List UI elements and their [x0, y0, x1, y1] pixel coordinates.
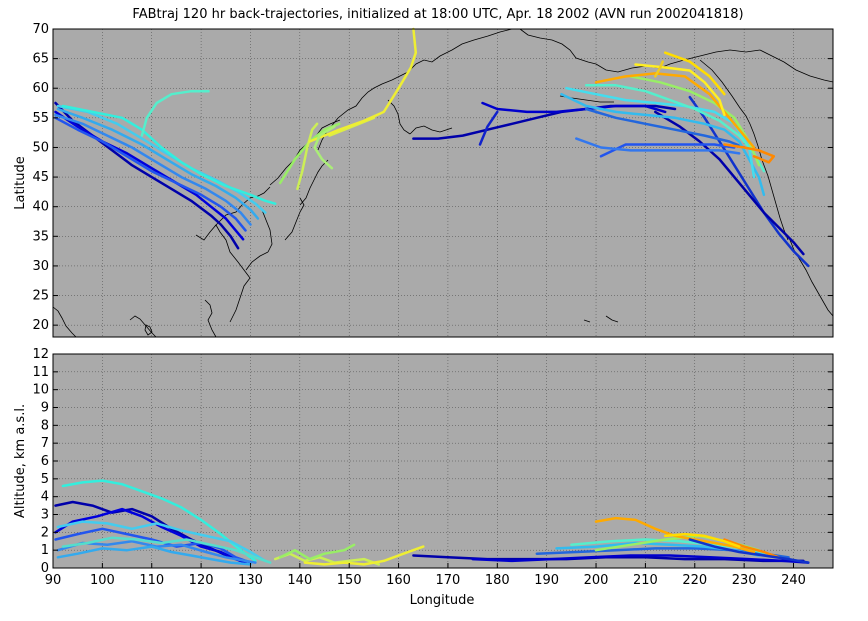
trajectory-line [140, 89, 210, 137]
trajectory-line [313, 125, 336, 170]
map-trajectories [54, 27, 810, 268]
x-tick-label: 90 [45, 573, 62, 588]
altitude-y-label: Altitude, km a.s.l. [13, 404, 28, 518]
map-y-label: Latitude [13, 156, 28, 210]
trajectory-line [723, 538, 780, 559]
x-tick-label: 240 [781, 573, 806, 588]
trajectory-line [273, 552, 381, 566]
y-tick-label: 20 [32, 318, 49, 333]
y-tick-label: 65 [32, 52, 49, 67]
x-tick-label: 120 [189, 573, 214, 588]
trajectory-line [471, 554, 810, 564]
y-tick-label: 10 [32, 383, 49, 398]
trajectory-line [56, 540, 257, 564]
x-tick-label: 200 [584, 573, 609, 588]
x-tick-label: 110 [139, 573, 164, 588]
map-frame [52, 28, 834, 338]
y-tick-label: 4 [41, 490, 49, 505]
trajectory-line [481, 101, 667, 114]
x-tick-label: 230 [732, 573, 757, 588]
trajectory-line [654, 60, 664, 78]
trajectory-line [599, 143, 736, 158]
trajectory-line [54, 113, 252, 226]
trajectory-line [296, 122, 319, 191]
trajectory-line [654, 110, 805, 256]
trajectory-line [278, 543, 356, 561]
map-y-ticks: 20 25 30 35 40 45 50 55 60 65 70 [32, 22, 833, 333]
y-tick-label: 1 [41, 543, 49, 558]
trajectory-line [303, 545, 425, 566]
trajectory-line [56, 107, 260, 220]
y-tick-label: 3 [41, 508, 49, 523]
y-tick-label: 0 [41, 561, 49, 576]
y-tick-label: 6 [41, 454, 49, 469]
y-tick-label: 55 [32, 111, 49, 126]
altitude-grid [53, 354, 833, 568]
trajectory-line [535, 547, 790, 559]
trajectory-line [61, 104, 277, 205]
trajectory-line [594, 72, 756, 149]
trajectory-line [61, 536, 272, 564]
y-tick-label: 25 [32, 289, 49, 304]
altitude-x-label: Longitude [410, 593, 475, 608]
altitude-x-ticks: 90 100 110 120 130 140 150 160 170 180 190 200 210 22… [45, 563, 806, 588]
y-tick-label: 60 [32, 81, 49, 96]
x-tick-label: 150 [337, 573, 362, 588]
trajectory-line [478, 110, 499, 146]
x-tick-label: 180 [485, 573, 510, 588]
y-tick-label: 50 [32, 140, 49, 155]
y-tick-label: 12 [32, 347, 49, 362]
trajectory-line [663, 532, 741, 548]
trajectory-line [688, 538, 810, 564]
x-tick-label: 220 [682, 573, 707, 588]
trajectory-line [56, 520, 267, 563]
trajectory-line [56, 545, 252, 566]
trajectory-line [663, 51, 726, 96]
y-tick-label: 70 [32, 22, 49, 37]
x-tick-label: 100 [90, 573, 115, 588]
y-tick-label: 5 [41, 472, 49, 487]
trajectory-line [54, 116, 247, 232]
x-tick-label: 160 [386, 573, 411, 588]
altitude-trajectories [54, 479, 810, 566]
y-tick-label: 35 [32, 229, 49, 244]
y-tick-label: 11 [32, 365, 49, 380]
map-panel: 20 25 30 35 40 45 50 55 60 65 70 Latitude [13, 22, 834, 338]
x-tick-label: 130 [238, 573, 263, 588]
x-tick-label: 170 [436, 573, 461, 588]
trajectory-line [54, 507, 247, 564]
x-tick-label: 210 [633, 573, 658, 588]
trajectory-line [575, 137, 741, 155]
y-tick-label: 2 [41, 525, 49, 540]
trajectory-line [308, 27, 418, 143]
y-tick-label: 7 [41, 436, 49, 451]
trajectory-line [723, 143, 776, 164]
x-tick-label: 140 [287, 573, 312, 588]
chart-title: FABtraj 120 hr back-trajectories, initia… [132, 7, 743, 22]
y-tick-label: 40 [32, 200, 49, 215]
y-tick-label: 9 [41, 401, 49, 416]
y-tick-label: 8 [41, 418, 49, 433]
y-tick-label: 30 [32, 259, 49, 274]
y-tick-label: 45 [32, 170, 49, 185]
x-tick-label: 190 [534, 573, 559, 588]
trajectory-line [584, 107, 746, 149]
